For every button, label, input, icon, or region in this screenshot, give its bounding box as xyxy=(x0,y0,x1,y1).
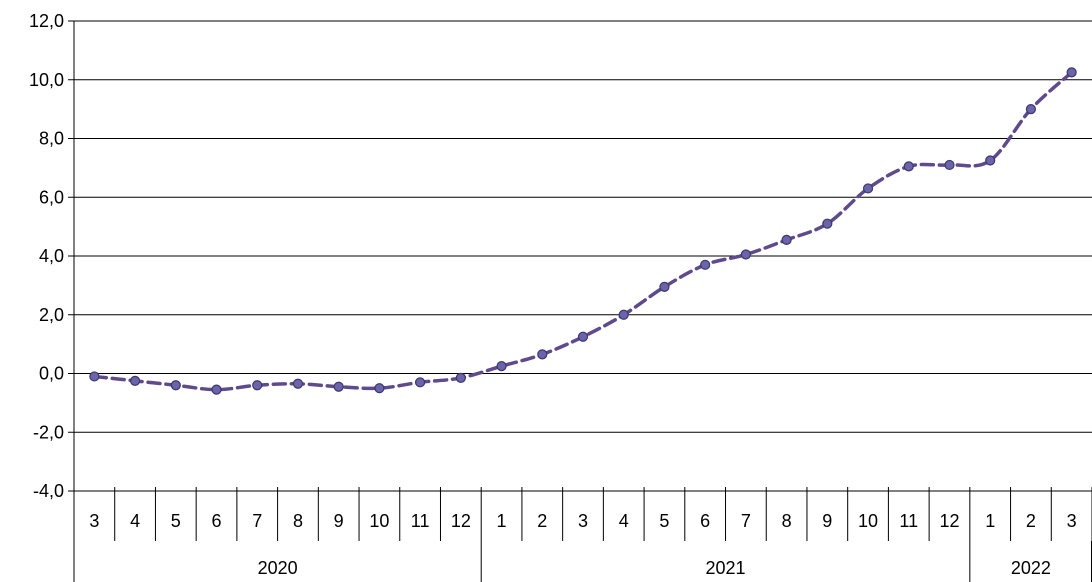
y-tick-label: -4,0 xyxy=(33,481,64,501)
x-tick-label: 8 xyxy=(293,511,303,531)
gridlines xyxy=(74,20,1092,433)
data-point xyxy=(537,349,548,360)
x-tick-label: 1 xyxy=(497,511,507,531)
data-point xyxy=(292,378,304,389)
data-point xyxy=(415,377,426,388)
data-point xyxy=(944,159,955,171)
x-tick-label: 9 xyxy=(822,511,832,531)
year-label: 2022 xyxy=(1011,558,1051,578)
data-point xyxy=(862,183,874,194)
x-tick-label: 12 xyxy=(451,511,471,531)
data-point xyxy=(903,161,914,172)
data-point xyxy=(781,234,792,245)
y-tick-label: 10,0 xyxy=(29,70,64,90)
y-tick-label: 0,0 xyxy=(39,364,64,384)
y-tick-label: 8,0 xyxy=(39,129,64,149)
data-point xyxy=(211,384,222,395)
data-point xyxy=(374,383,385,394)
x-tick-label: 5 xyxy=(171,511,181,531)
data-point xyxy=(170,380,181,391)
y-tick-label: 6,0 xyxy=(39,187,64,207)
x-tick-label: 5 xyxy=(659,511,669,531)
data-point xyxy=(700,259,711,270)
data-point xyxy=(333,381,344,392)
x-tick-label: 8 xyxy=(782,511,792,531)
data-point xyxy=(985,155,996,166)
x-tick-label: 11 xyxy=(899,511,918,531)
x-tick-label: 4 xyxy=(619,511,629,531)
x-tick-label: 9 xyxy=(334,511,344,531)
y-tick-label: -2,0 xyxy=(33,422,64,442)
data-point xyxy=(129,375,141,386)
data-point xyxy=(740,249,751,260)
x-tick-label: 7 xyxy=(252,511,262,531)
x-tick-label: 12 xyxy=(939,511,959,531)
year-label: 2020 xyxy=(258,558,298,578)
y-tick-label: 2,0 xyxy=(39,305,64,325)
y-axis-ticks: -4,0 -2,0 0,0 2,0 4,0 6,0 8,0 10,0 12,0 xyxy=(29,11,74,501)
x-tick-label: 10 xyxy=(369,511,389,531)
data-point xyxy=(496,361,507,372)
axes xyxy=(73,21,1092,582)
y-tick-label: 4,0 xyxy=(39,246,64,266)
data-point xyxy=(89,371,100,382)
x-tick-label: 2 xyxy=(537,511,547,531)
data-point xyxy=(618,309,629,320)
x-tick-label: 4 xyxy=(130,511,140,531)
data-point xyxy=(659,281,670,292)
series-layer xyxy=(89,67,1077,395)
data-point xyxy=(455,372,466,384)
y-tick-label: 12,0 xyxy=(29,11,64,31)
year-label: 2021 xyxy=(705,558,745,578)
data-point xyxy=(577,331,589,342)
x-tick-label: 7 xyxy=(741,511,751,531)
x-tick-label: 6 xyxy=(212,511,222,531)
x-tick-label: 11 xyxy=(411,511,430,531)
data-point xyxy=(1066,67,1077,78)
data-point xyxy=(822,218,833,229)
x-tick-label: 3 xyxy=(89,511,99,531)
x-tick-label: 1 xyxy=(985,511,995,531)
x-tick-label: 3 xyxy=(578,511,588,531)
data-point xyxy=(252,380,263,391)
series-line xyxy=(92,70,1074,392)
x-tick-label: 10 xyxy=(858,511,878,531)
x-tick-label: 2 xyxy=(1026,511,1036,531)
data-point xyxy=(1025,104,1037,115)
x-tick-label: 6 xyxy=(700,511,710,531)
x-tick-label: 3 xyxy=(1067,511,1077,531)
